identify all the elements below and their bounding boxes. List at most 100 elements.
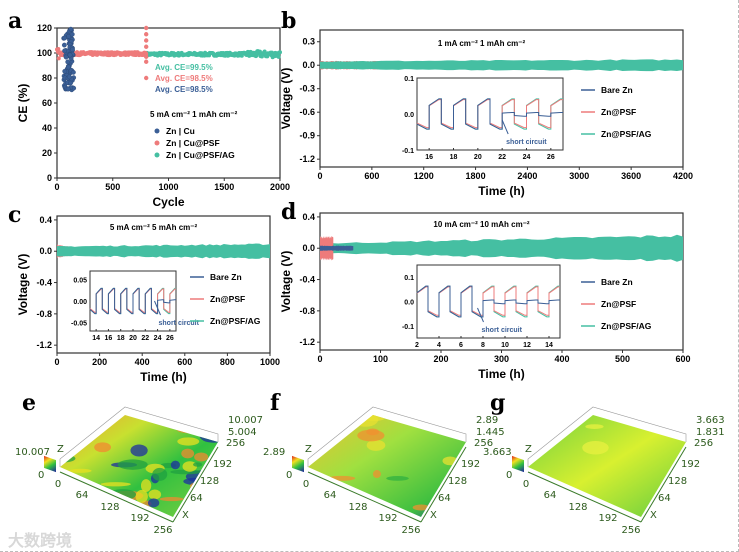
surface-smooth — [528, 415, 686, 517]
surface-feature — [585, 424, 604, 429]
watermark: 大数跨境 — [8, 531, 72, 550]
z-max-label: 2.89 — [263, 447, 285, 458]
z-mid-label: 1.445 — [476, 427, 505, 438]
surface-feature — [528, 506, 544, 517]
data-point — [68, 80, 73, 86]
panel-c: c 0 200 400 600 800 1000 0.4 0.0 -0.4 -0.8 -1.2 Time… — [8, 202, 280, 384]
color-scale-bar — [44, 455, 56, 473]
surface-medium — [308, 415, 466, 517]
x-tick-label: 256 — [153, 525, 172, 536]
x-tick-label: 100 — [373, 354, 388, 364]
y-axis-label: Voltage (V) — [279, 251, 293, 313]
data-point — [61, 42, 67, 48]
surface-feature — [159, 496, 184, 502]
x-tick-label: 1000 — [158, 182, 178, 192]
inset-x-tick-label: 20 — [474, 154, 482, 161]
surface-feature — [457, 507, 466, 517]
surface-feature — [100, 482, 131, 487]
x-tick-label: 128 — [568, 502, 587, 513]
y-tick-label: 64 — [658, 493, 671, 504]
surface-feature — [329, 415, 361, 422]
inset-x-tick-label: 14 — [545, 342, 553, 349]
panel-label: b — [281, 8, 296, 34]
x-tick-label: 0 — [317, 171, 322, 181]
inset-x-tick-label: 2 — [415, 342, 419, 349]
y-tick-label: 128 — [668, 476, 687, 487]
surface-feature — [135, 489, 148, 503]
surface-feature — [170, 460, 180, 470]
condition-label: 1 mA cm⁻² 1 mAh cm⁻² — [438, 39, 526, 48]
surface-feature — [109, 489, 137, 501]
y-tick-label: 192 — [461, 459, 480, 470]
y-axis-line — [640, 446, 687, 523]
surface-feature — [582, 441, 609, 455]
x-tick-label: 192 — [598, 513, 617, 524]
y-tick-label: 64 — [190, 493, 203, 504]
x-tick-label: 3000 — [569, 171, 589, 181]
inset-trace-bare — [89, 287, 176, 315]
y-tick-label: 256 — [474, 438, 493, 449]
x-tick-label: 500 — [615, 354, 630, 364]
x-axis-label: X — [182, 510, 189, 521]
ce-annotation: Avg. CE=98.5% — [155, 85, 213, 94]
y-tick-label: 0 — [47, 173, 52, 183]
surface-feature — [170, 469, 202, 475]
data-point — [66, 74, 72, 80]
inset-frame — [416, 264, 561, 339]
y-tick-label: 192 — [681, 459, 700, 470]
data-point — [63, 54, 69, 60]
color-scale-bar — [512, 455, 524, 473]
inset-x-tick-label: 16 — [425, 154, 433, 161]
inset-x-tick-label: 22 — [498, 154, 506, 161]
panel-label: c — [8, 202, 21, 228]
x-tick-label: 0 — [523, 479, 529, 490]
surface-feature — [194, 452, 209, 462]
voltage-band-bare — [320, 245, 354, 251]
y-axis-label: CE (%) — [16, 84, 30, 123]
inset-y-tick-label: 0.0 — [404, 300, 414, 307]
inset-x-tick-label: 24 — [154, 335, 162, 342]
short-circuit-label: short circuit — [506, 139, 547, 146]
inset-y-tick-label: 0.1 — [404, 275, 414, 282]
x-tick-label: 0 — [55, 479, 61, 490]
inset-x-tick-label: 8 — [481, 342, 485, 349]
inset-trace-bare — [416, 285, 560, 318]
x-tick-label: 128 — [100, 502, 119, 513]
legend-label: Bare Zn — [601, 85, 633, 95]
voltage-band-ag — [320, 59, 683, 72]
x-tick-label: 4200 — [673, 171, 693, 181]
condition-label: 5 mA cm⁻² 1 mAh cm⁻² — [150, 110, 238, 119]
inset-y-tick-label: -0.05 — [71, 320, 87, 327]
data-point — [70, 69, 76, 75]
inset-y-tick-label: 0.0 — [404, 112, 414, 119]
y-tick-label: -0.3 — [299, 84, 315, 94]
short-circuit-label: short circuit — [159, 320, 200, 327]
surface-feature — [348, 490, 363, 499]
legend-label: Zn | Cu@PSF/AG — [166, 150, 235, 160]
inset-x-tick-label: 4 — [437, 342, 441, 349]
y-tick-label: 256 — [694, 438, 713, 449]
panel-label: d — [281, 199, 296, 225]
z-axis-label: Z — [57, 444, 64, 455]
inset-x-tick-label: 18 — [450, 154, 458, 161]
data-point — [144, 59, 149, 64]
y-tick-label: 128 — [448, 476, 467, 487]
data-point — [67, 52, 73, 58]
surface-feature — [182, 461, 197, 472]
surface-feature — [386, 475, 409, 481]
z-max-label: 10.007 — [15, 447, 50, 458]
surface-feature — [152, 467, 168, 481]
x-tick-label: 400 — [554, 354, 569, 364]
short-circuit-arrow-icon — [154, 300, 161, 316]
surface-feature — [372, 470, 381, 478]
legend-label: Zn@PSF — [601, 299, 636, 309]
z-top-label: 2.89 — [476, 415, 498, 426]
short-circuit-arrow-icon — [477, 307, 484, 323]
short-circuit-label: short circuit — [482, 327, 523, 334]
legend-label: Bare Zn — [210, 272, 242, 282]
x-axis-label: X — [430, 510, 437, 521]
data-point — [56, 56, 61, 61]
color-scale-bar — [292, 455, 304, 473]
